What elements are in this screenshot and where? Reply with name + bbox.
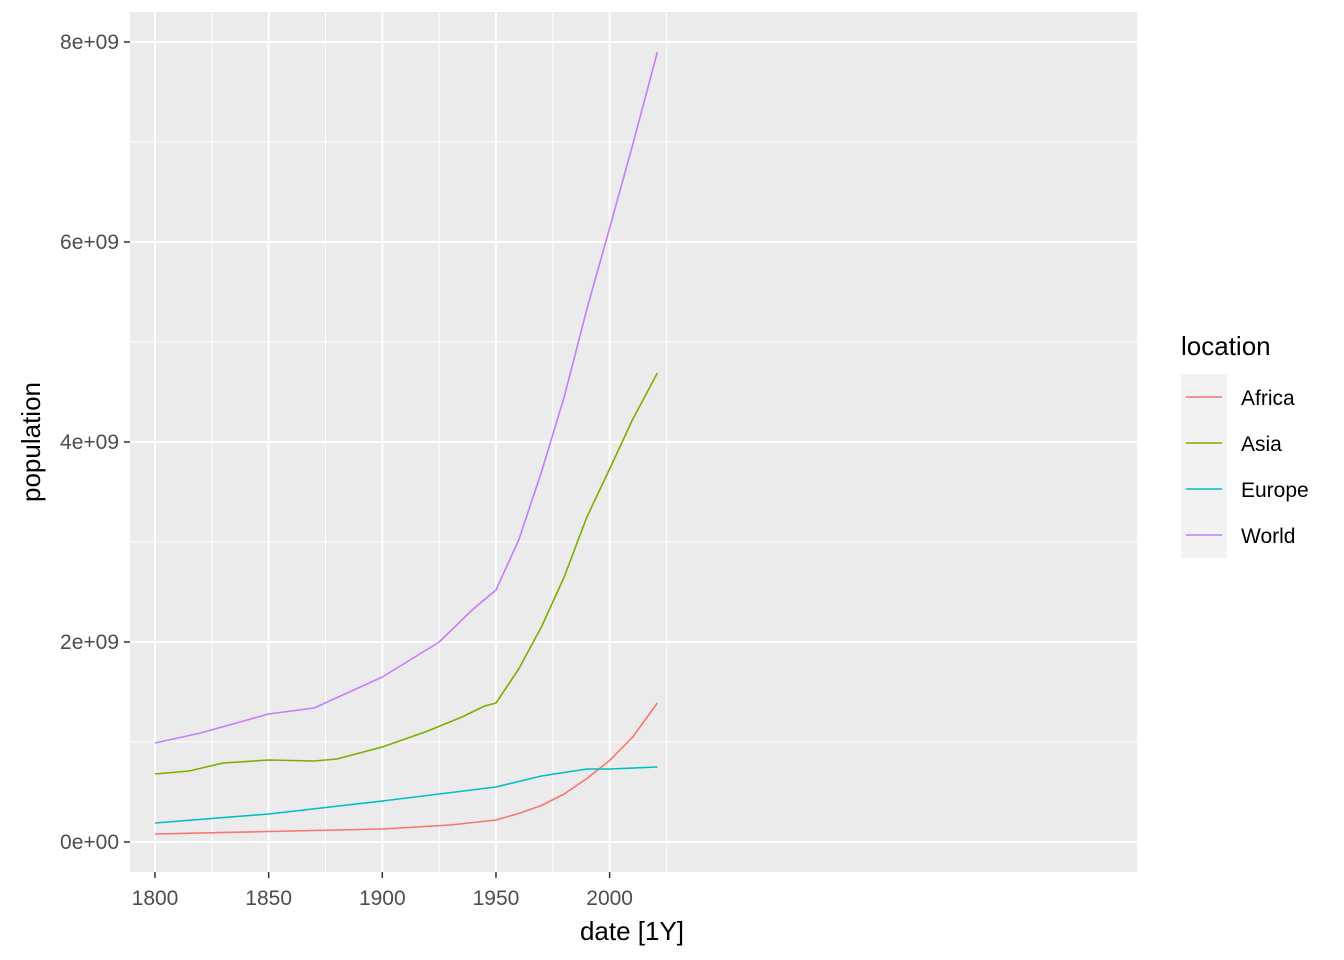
- legend-label-africa: Africa: [1241, 387, 1295, 410]
- legend: location Africa Asia Europe World: [1181, 331, 1309, 558]
- y-axis-title: population: [16, 382, 46, 502]
- legend-items: Africa Asia Europe World: [1186, 387, 1309, 548]
- y-tick-label: 6e+09: [60, 231, 119, 254]
- y-tick-label: 2e+09: [60, 631, 119, 654]
- legend-label-asia: Asia: [1241, 433, 1282, 456]
- major-gridlines: [130, 12, 1137, 872]
- series-line-africa: [154, 702, 659, 835]
- x-tick-label: 1800: [132, 887, 179, 910]
- x-axis-title: date [1Y]: [580, 916, 684, 946]
- y-tick-label: 4e+09: [60, 431, 119, 454]
- x-axis: 1800 1850 1900 1950 2000: [132, 872, 633, 910]
- legend-title: location: [1181, 331, 1271, 361]
- y-tick-label: 0e+00: [60, 831, 119, 854]
- y-tick-label: 8e+09: [60, 31, 119, 54]
- x-tick-label: 1950: [473, 887, 520, 910]
- x-tick-label: 1900: [359, 887, 406, 910]
- y-axis: 0e+00 2e+09 4e+09 6e+09 8e+09: [60, 31, 130, 854]
- series-line-europe: [154, 766, 658, 824]
- series-line-asia: [154, 372, 659, 775]
- series-lines: [154, 51, 659, 835]
- legend-label-europe: Europe: [1241, 479, 1309, 502]
- x-tick-label: 1850: [245, 887, 292, 910]
- x-tick-label: 2000: [586, 887, 633, 910]
- legend-key-background: [1181, 374, 1227, 558]
- legend-label-world: World: [1241, 525, 1295, 548]
- series-line-world: [154, 51, 659, 744]
